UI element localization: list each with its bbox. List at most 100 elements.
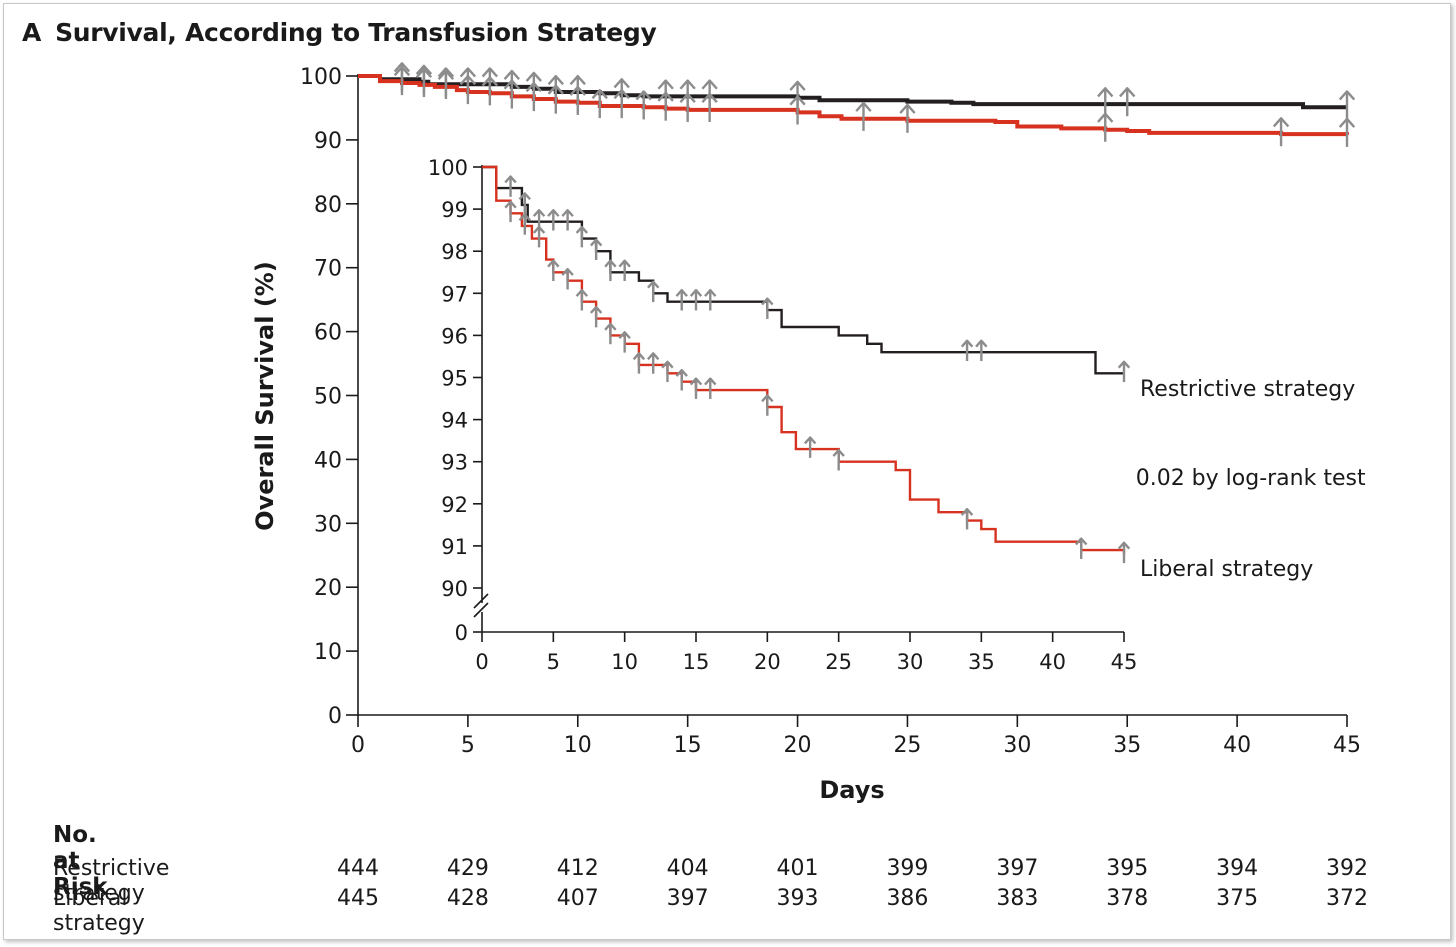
main-censor-mark-liberal bbox=[789, 95, 806, 125]
risk-cell: 375 bbox=[1216, 886, 1259, 911]
inset-censor-mark-liberal bbox=[1117, 541, 1131, 564]
main-censor-mark-restrictive bbox=[1097, 87, 1114, 117]
y-tick-label: 30 bbox=[314, 512, 342, 537]
inset-censor-mark-liberal bbox=[547, 259, 560, 282]
x-tick-label: 0 bbox=[351, 733, 365, 758]
risk-cell: 444 bbox=[337, 856, 379, 881]
y-tick-label: 20 bbox=[314, 576, 342, 601]
risk-cell: 378 bbox=[1106, 886, 1149, 911]
risk-cell: 372 bbox=[1326, 886, 1368, 911]
risk-cell: 397 bbox=[666, 886, 709, 911]
main-censor-mark-liberal bbox=[855, 101, 872, 131]
inset-censor-mark-restrictive bbox=[547, 209, 560, 231]
main-censor-mark-liberal bbox=[503, 79, 520, 109]
risk-cell: 429 bbox=[446, 856, 489, 881]
y-tick-label: 100 bbox=[300, 65, 342, 90]
inset-censor-mark-restrictive bbox=[504, 175, 517, 197]
risk-cell: 395 bbox=[1106, 856, 1149, 881]
risk-cell: 401 bbox=[776, 856, 819, 881]
inset-series-label-liberal: Liberal strategy bbox=[1140, 557, 1313, 582]
inset-y-tick-label: 99 bbox=[441, 198, 468, 222]
inset-censor-mark-liberal bbox=[561, 267, 574, 290]
pvalue-annotation: P=0.02 by log-rank test bbox=[1104, 466, 1366, 491]
inset-censor-mark-liberal bbox=[832, 448, 845, 471]
inset-y-tick-label: 94 bbox=[441, 409, 468, 433]
main-censor-mark-liberal bbox=[613, 88, 630, 119]
inset-y-tick-label: 97 bbox=[441, 282, 468, 306]
risk-cell: 386 bbox=[886, 886, 929, 911]
main-censor-mark-liberal bbox=[437, 69, 455, 99]
inset-x-tick-label: 40 bbox=[1039, 650, 1066, 674]
y-tick-label: 90 bbox=[314, 129, 342, 154]
inset-censor-mark-liberal bbox=[689, 377, 703, 399]
inset-censor-mark-restrictive bbox=[647, 280, 660, 303]
inset-censor-mark-restrictive bbox=[518, 192, 531, 214]
x-tick-label: 10 bbox=[564, 733, 592, 758]
inset-censor-mark-restrictive bbox=[589, 238, 603, 260]
x-tick-label: 35 bbox=[1113, 733, 1141, 758]
inset-x-tick-label: 0 bbox=[475, 650, 488, 674]
main-censor-mark-liberal bbox=[1338, 117, 1356, 147]
main-censor-mark-liberal bbox=[679, 92, 696, 122]
y-tick-label: 50 bbox=[314, 385, 342, 410]
inset-axis-break-mark bbox=[473, 602, 489, 618]
inset-y-tick-label: 90 bbox=[441, 577, 468, 601]
y-tick-label: 10 bbox=[314, 640, 342, 665]
y-tick-label: 60 bbox=[314, 321, 342, 346]
inset-censor-mark-liberal bbox=[704, 377, 717, 399]
main-censor-mark-restrictive bbox=[1119, 87, 1136, 117]
x-tick-label: 15 bbox=[674, 733, 702, 758]
inset-censor-mark-restrictive bbox=[675, 289, 688, 311]
risk-cell: 393 bbox=[776, 886, 819, 911]
inset-x-tick-label: 10 bbox=[611, 650, 638, 674]
inset-censor-mark-restrictive bbox=[689, 289, 703, 311]
inset-censor-mark-liberal bbox=[518, 213, 531, 235]
inset-y-tick-label: 100 bbox=[428, 156, 468, 180]
x-tick-label: 40 bbox=[1223, 733, 1251, 758]
y-axis-label: Overall Survival (%) bbox=[251, 261, 279, 531]
risk-cell: 412 bbox=[556, 856, 599, 881]
risk-cell: 404 bbox=[666, 856, 709, 881]
inset-y-tick-label: 91 bbox=[441, 535, 468, 559]
inset-y-tick-label: 0 bbox=[455, 621, 468, 645]
main-censor-mark-liberal bbox=[569, 85, 586, 115]
x-tick-label: 30 bbox=[1003, 733, 1031, 758]
main-censor-mark-liberal bbox=[657, 91, 674, 121]
x-axis-label: Days bbox=[819, 776, 884, 804]
inset-y-tick-label: 96 bbox=[441, 324, 468, 348]
main-censor-mark-liberal bbox=[459, 74, 477, 105]
inset-censor-mark-liberal bbox=[803, 436, 817, 458]
y-tick-label: 40 bbox=[314, 448, 342, 473]
panel-letter: A bbox=[22, 18, 42, 47]
risk-cell: 445 bbox=[337, 886, 379, 911]
x-tick-label: 5 bbox=[461, 733, 475, 758]
inset-censor-mark-liberal bbox=[661, 360, 674, 383]
inset-x-tick-label: 45 bbox=[1111, 650, 1138, 674]
inset-censor-mark-liberal bbox=[761, 394, 774, 416]
main-censor-mark-liberal bbox=[701, 92, 718, 122]
inset-censor-mark-restrictive bbox=[704, 289, 717, 311]
inset-y-tick-label: 92 bbox=[441, 493, 468, 517]
inset-censor-mark-liberal bbox=[575, 289, 589, 311]
risk-cell: 397 bbox=[996, 856, 1039, 881]
inset-censor-mark-liberal bbox=[604, 322, 617, 345]
risk-row-label-restrictive: Restrictive strategy bbox=[53, 856, 170, 906]
panel-title: A Survival, According to Transfusion Stra… bbox=[22, 18, 657, 47]
inset-censor-mark-liberal bbox=[675, 368, 688, 391]
inset-y-tick-label: 95 bbox=[441, 367, 468, 391]
inset-censor-mark-liberal bbox=[504, 200, 517, 223]
risk-table-header: No. at Risk bbox=[53, 822, 108, 900]
main-censor-mark-liberal bbox=[591, 88, 608, 119]
y-tick-label: 0 bbox=[328, 704, 342, 729]
inset-background bbox=[412, 147, 1134, 672]
risk-cell: 394 bbox=[1216, 856, 1259, 881]
inset-censor-mark-restrictive bbox=[1117, 360, 1131, 383]
inset-x-tick-label: 20 bbox=[754, 650, 781, 674]
inset-censor-mark-restrictive bbox=[975, 339, 988, 362]
risk-cell: 383 bbox=[996, 886, 1039, 911]
inset-y-tick-label: 98 bbox=[441, 240, 468, 264]
inset-censor-mark-restrictive bbox=[960, 339, 974, 362]
inset-x-tick-label: 5 bbox=[547, 650, 560, 674]
inset-censor-mark-liberal bbox=[589, 305, 603, 328]
x-tick-label: 25 bbox=[893, 733, 921, 758]
